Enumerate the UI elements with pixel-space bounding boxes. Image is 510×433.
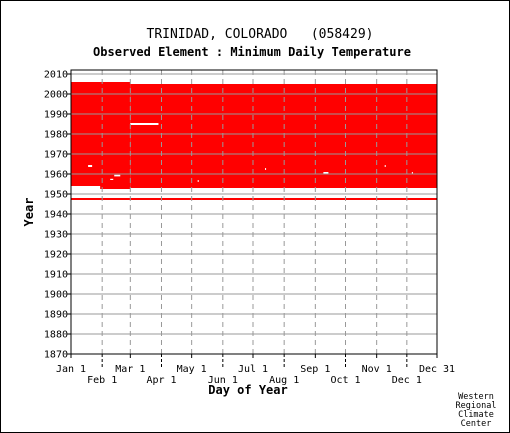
- chart-title: TRINIDAD, COLORADO (058429): [147, 27, 374, 42]
- x-tick-label: Mar 1: [115, 364, 145, 375]
- x-tick-label: Sep 1: [300, 364, 330, 375]
- credit-line-4: Center: [461, 419, 492, 429]
- y-tick-label: 2010: [44, 70, 68, 81]
- y-tick-label: 1930: [44, 230, 68, 241]
- x-tick-label: Nov 1: [362, 364, 392, 375]
- y-tick-label: 1970: [44, 150, 68, 161]
- y-axis-label: Year: [22, 198, 36, 227]
- y-tick-label: 1940: [44, 210, 68, 221]
- missing-data-gap: [197, 180, 199, 182]
- y-tick-label: 1900: [44, 290, 68, 301]
- missing-data-gap: [411, 172, 413, 174]
- y-tick-label: 1910: [44, 270, 68, 281]
- wrcc-credit: Western Regional Climate Center: [456, 392, 497, 429]
- y-tick-label: 1960: [44, 170, 68, 181]
- data-coverage-block: [130, 84, 438, 188]
- x-tick-label: Dec 31: [419, 364, 455, 375]
- y-tick-label: 1880: [44, 330, 68, 341]
- credit-line-3: Climate: [458, 410, 494, 420]
- y-tick-label: 1870: [44, 350, 68, 361]
- missing-data-gap: [323, 172, 329, 174]
- data-coverage-block: [100, 186, 131, 189]
- missing-data-gap: [114, 174, 121, 177]
- y-tick-label: 2000: [44, 90, 68, 101]
- data-coverage-block: [71, 198, 437, 200]
- x-tick-label: Feb 1: [87, 375, 117, 386]
- x-axis-label: Day of Year: [208, 383, 287, 397]
- credit-line-2: Regional: [456, 401, 497, 411]
- missing-data-gap: [130, 123, 159, 125]
- chart-subtitle: Observed Element : Minimum Daily Tempera…: [93, 45, 411, 59]
- x-tick-label: Jul 1: [238, 364, 268, 375]
- x-tick-label: Jan 1: [56, 364, 86, 375]
- x-tick-label: Jun 1: [208, 375, 238, 386]
- y-tick-label: 1980: [44, 130, 68, 141]
- y-tick-label: 1950: [44, 190, 68, 201]
- x-tick-label: May 1: [177, 364, 207, 375]
- x-tick-label: Aug 1: [269, 375, 299, 386]
- y-tick-label: 1990: [44, 110, 68, 121]
- y-tick-label: 1920: [44, 250, 68, 261]
- missing-data-gap: [265, 168, 267, 170]
- x-tick-label: Dec 1: [392, 375, 422, 386]
- plot-area: [70, 69, 438, 355]
- grid-layer: [71, 70, 437, 354]
- missing-data-gap: [110, 178, 114, 180]
- missing-data-gap: [384, 165, 386, 167]
- tick-layer: 1870 1880 1890 1900 1910 1920 1930 1940 1950 1960…: [44, 70, 455, 387]
- x-tick-label: Oct 1: [330, 375, 360, 386]
- credit-line-1: Western: [458, 392, 494, 402]
- y-tick-label: 1890: [44, 310, 68, 321]
- missing-data-gap: [88, 165, 93, 167]
- data-layer: [71, 82, 438, 200]
- x-tick-label: Apr 1: [146, 375, 176, 386]
